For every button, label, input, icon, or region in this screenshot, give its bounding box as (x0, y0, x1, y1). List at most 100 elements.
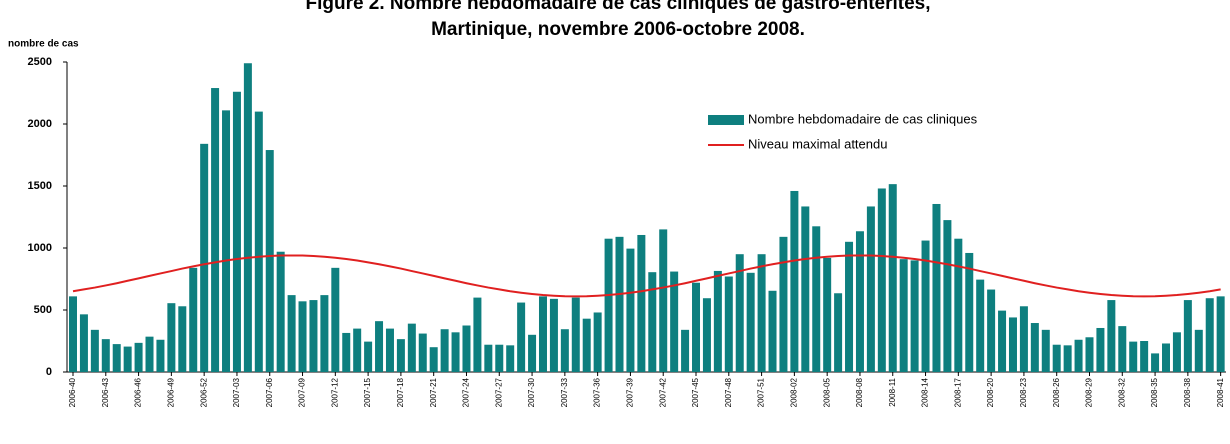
bar (626, 248, 635, 372)
x-tick-label: 2008-41 (1216, 377, 1225, 407)
bar (353, 328, 362, 372)
bar (385, 328, 394, 372)
bar (757, 254, 766, 372)
x-tick-label: 2007-18 (396, 377, 405, 407)
bar (998, 310, 1007, 372)
bar (200, 143, 209, 372)
bar (659, 229, 668, 372)
x-tick-label: 2008-20 (986, 377, 995, 407)
bar (615, 236, 624, 372)
chart-title: Martinique, novembre 2006-octobre 2008. (431, 19, 805, 40)
y-tick-label: 1000 (28, 242, 52, 254)
x-tick-label: 2008-32 (1117, 377, 1126, 407)
bar (276, 251, 285, 372)
bar (549, 298, 558, 372)
bar (243, 63, 252, 373)
bar (943, 220, 952, 372)
x-tick-label: 2008-38 (1183, 377, 1192, 407)
bar (877, 188, 886, 372)
bar (1107, 300, 1116, 372)
y-tick-label: 500 (34, 304, 52, 316)
x-tick-label: 2008-29 (1085, 377, 1094, 407)
x-tick-label: 2007-03 (232, 377, 241, 407)
bar (156, 339, 165, 372)
bar (484, 344, 493, 372)
bar (1151, 353, 1160, 372)
bar (1118, 326, 1127, 372)
bar (1096, 327, 1105, 372)
bar (506, 345, 515, 372)
bar (298, 301, 307, 372)
y-tick-label: 2500 (28, 56, 52, 68)
bar (713, 270, 722, 372)
bar (167, 303, 176, 372)
x-tick-label: 2006-43 (101, 377, 110, 407)
bar (932, 203, 941, 372)
bar (702, 298, 711, 372)
bar (779, 236, 788, 372)
bar (987, 289, 996, 372)
bar (965, 252, 974, 372)
bar (1063, 345, 1072, 372)
bar (1129, 341, 1138, 372)
bar (254, 111, 263, 372)
bar (571, 297, 580, 372)
bar (1205, 298, 1214, 372)
bar (473, 297, 482, 372)
bar (429, 347, 438, 372)
x-tick-label: 2008-14 (921, 377, 930, 407)
x-tick-label: 2008-02 (789, 377, 798, 407)
bar (331, 267, 340, 372)
bar (845, 241, 854, 372)
x-tick-label: 2007-09 (298, 377, 307, 407)
bar (90, 329, 99, 372)
bar (855, 231, 864, 372)
x-tick-label: 2008-08 (855, 377, 864, 407)
bar (1030, 323, 1039, 372)
bar (538, 296, 547, 372)
x-tick-label: 2006-46 (134, 377, 143, 407)
x-tick-label: 2007-39 (626, 377, 635, 407)
x-tick-label: 2008-35 (1150, 377, 1159, 407)
bar (648, 272, 657, 372)
bar (189, 267, 198, 372)
y-tick-label: 0 (46, 366, 52, 378)
legend-swatch (708, 115, 744, 125)
y-axis-label: nombre de cas (8, 39, 79, 50)
x-tick-label: 2007-27 (494, 377, 503, 407)
bar (320, 295, 329, 372)
bar (921, 240, 930, 372)
chart-title: Figure 2. Nombre hebdomadaire de cas cli… (305, 0, 930, 14)
x-tick-label: 2007-33 (560, 377, 569, 407)
x-tick-label: 2006-49 (166, 377, 175, 407)
x-tick-label: 2006-40 (68, 377, 77, 407)
bar (801, 206, 810, 372)
bar (451, 332, 460, 372)
bar (342, 332, 351, 372)
line (72, 254, 1221, 298)
bar (746, 272, 755, 372)
bar (211, 88, 220, 372)
bar (1216, 296, 1225, 372)
y-tick-label: 2000 (28, 118, 52, 130)
bar (593, 312, 602, 372)
bar (1162, 343, 1170, 372)
bar (528, 334, 537, 372)
bar (899, 259, 908, 372)
bar (866, 206, 875, 372)
bar (1085, 337, 1094, 372)
x-tick-label: 2007-51 (757, 377, 766, 407)
bar (232, 91, 241, 372)
bar (69, 296, 77, 372)
x-tick-label: 2007-48 (724, 377, 733, 407)
x-tick-label: 2008-11 (888, 377, 897, 406)
x-tick-label: 2007-15 (363, 377, 372, 407)
x-tick-label: 2007-42 (658, 377, 667, 407)
bar (1041, 329, 1050, 372)
bar (1052, 344, 1061, 372)
bar (407, 323, 416, 372)
bar (396, 339, 405, 372)
bar (768, 290, 777, 372)
bar (1172, 332, 1181, 372)
